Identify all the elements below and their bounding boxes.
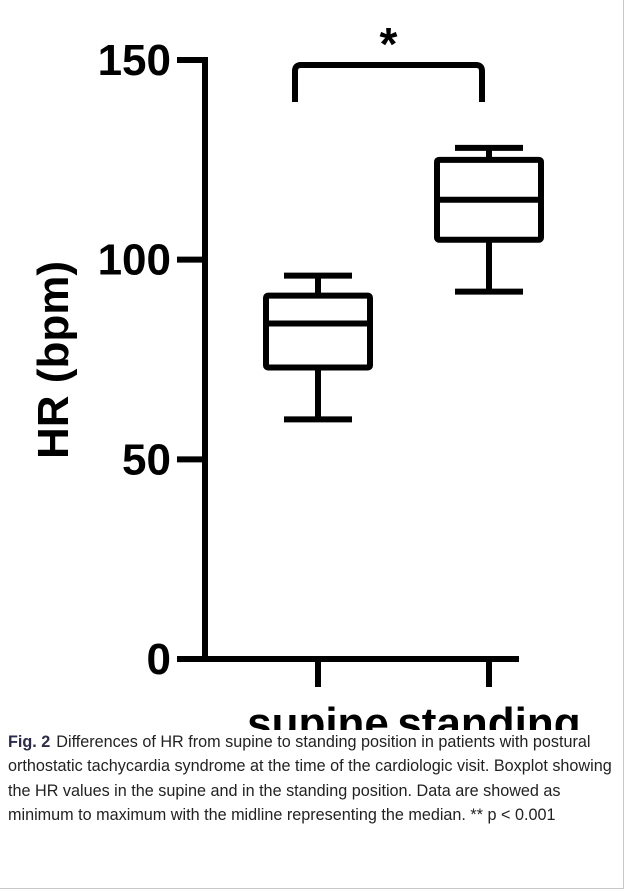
iqr-box: [263, 292, 373, 371]
y-tick-label-100: 100: [98, 236, 171, 285]
figure-caption: Fig. 2 Differences of HR from supine to s…: [8, 730, 616, 828]
x-tick-label-standing: standing: [397, 699, 580, 730]
boxes: [263, 144, 544, 423]
boxplot-chart: HR (bpm) 0 50 100 150 supine standing *: [29, 18, 581, 730]
box-standing: [434, 144, 544, 295]
box-supine: [263, 272, 373, 423]
y-tick-label-0: 0: [147, 635, 171, 684]
axes: 0 50 100 150 supine standing: [98, 36, 581, 730]
caption-text: Differences of HR from supine to standin…: [8, 733, 612, 825]
y-axis-label: HR (bpm): [29, 261, 78, 459]
bracket-line: [292, 62, 485, 102]
significance-label: *: [380, 18, 398, 70]
x-tick-label-supine: supine: [247, 699, 389, 730]
y-tick-label-50: 50: [122, 435, 171, 484]
y-tick-label-150: 150: [98, 36, 171, 85]
caption-label: Fig. 2: [8, 733, 51, 751]
significance-bracket: *: [292, 18, 485, 102]
